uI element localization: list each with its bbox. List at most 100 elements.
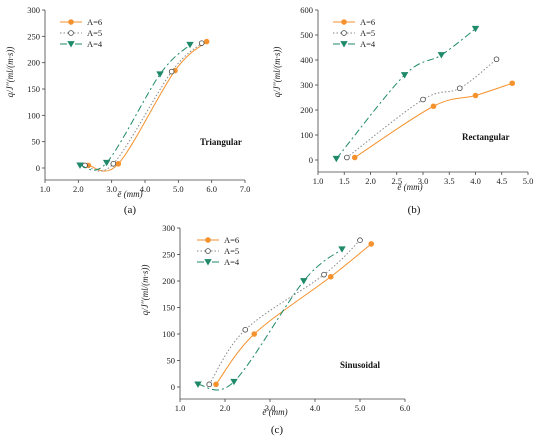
legend-label: A=4 <box>360 39 376 49</box>
data-point <box>242 326 249 333</box>
data-point <box>472 92 479 99</box>
series-A=5 <box>344 56 500 161</box>
x-tick-label: 2.0 <box>73 184 84 194</box>
y-tick-label: 50 <box>167 356 176 366</box>
data-point <box>251 331 258 337</box>
x-axis-label: ē (mm) <box>397 182 422 192</box>
data-point <box>321 271 327 278</box>
data-point <box>456 85 463 92</box>
data-point <box>368 241 375 247</box>
data-point <box>332 155 341 163</box>
legend-marker <box>341 19 347 25</box>
data-point <box>206 381 213 388</box>
x-tick-label: 4.0 <box>470 176 481 186</box>
legend-label: A=5 <box>224 246 239 256</box>
legend: A=6A=5A=4 <box>333 17 376 49</box>
panel-label: (a) <box>124 204 137 216</box>
series-A=6 <box>351 80 516 161</box>
y-axis-label: q/J′′(ml/(m·s)) <box>272 47 282 98</box>
legend-marker <box>340 41 348 48</box>
x-tick-label: 1.0 <box>175 403 186 413</box>
legend-label: A=6 <box>224 235 239 245</box>
data-point <box>300 278 308 285</box>
data-point <box>156 71 164 78</box>
data-point <box>203 38 210 45</box>
y-tick-label: 0 <box>171 382 175 392</box>
y-tick-label: 400 <box>300 55 313 65</box>
series-A=4 <box>76 41 194 171</box>
series-A=6 <box>85 38 210 172</box>
x-tick-label: 6.0 <box>206 184 217 194</box>
series-A=5 <box>206 237 363 388</box>
data-point <box>198 40 205 46</box>
data-point <box>102 159 111 167</box>
data-point <box>357 237 363 243</box>
data-point <box>327 273 334 280</box>
x-tick-label: 1.5 <box>339 176 350 186</box>
x-tick-label: 4.5 <box>496 176 507 186</box>
y-tick-label: 100 <box>27 110 40 120</box>
x-tick-label: 5.0 <box>355 403 366 413</box>
data-point <box>230 378 238 386</box>
legend-label: A=6 <box>87 17 102 27</box>
x-tick-label: 1.0 <box>40 184 51 194</box>
y-tick-label: 300 <box>162 223 175 233</box>
legend-label: A=5 <box>360 28 375 38</box>
data-point <box>420 96 426 103</box>
shape-label: Sinusoidal <box>340 360 381 370</box>
legend: A=6A=5A=4 <box>60 17 103 49</box>
x-tick-label: 4.0 <box>140 184 151 194</box>
y-tick-label: 150 <box>27 84 40 94</box>
series-A=6 <box>213 241 375 388</box>
data-point <box>430 103 437 110</box>
x-tick-label: 2.0 <box>220 403 231 413</box>
y-axis-label: q/J′′(ml/(m·s)) <box>140 265 150 316</box>
x-tick-label: 1.0 <box>313 176 324 186</box>
series-line <box>346 58 497 158</box>
data-point <box>110 160 117 167</box>
data-point <box>351 154 358 161</box>
y-tick-label: 200 <box>300 105 313 115</box>
x-tick-label: 5.0 <box>173 184 184 194</box>
x-axis-label: ē (mm) <box>117 189 142 199</box>
x-axis-label: ē (mm) <box>262 407 287 417</box>
legend-label: A=6 <box>360 17 375 27</box>
series-line <box>84 42 203 172</box>
legend-marker <box>205 248 211 254</box>
data-point <box>115 160 122 167</box>
y-tick-label: 500 <box>300 30 313 40</box>
panel-label: (b) <box>408 204 421 216</box>
chart-panel-1: 0 50 100 150 200 250 300 1.0 2.0 3.0 4.0 5.0 6.0 7.0 q… <box>5 5 250 216</box>
data-point <box>509 80 516 87</box>
data-point <box>493 56 500 63</box>
series-A=4 <box>194 246 346 391</box>
data-point <box>76 162 84 169</box>
chart-panel-2: 0 100 200 300 400 500 600 1.0 1.5 2.0 2.5 3.0 3.5 4.0… <box>272 5 533 216</box>
series-line <box>88 41 208 172</box>
y-tick-label: 250 <box>162 250 175 260</box>
legend-marker <box>67 41 75 48</box>
legend-marker <box>204 259 212 266</box>
x-tick-label: 3.0 <box>265 403 276 413</box>
data-point <box>400 72 409 79</box>
series-line <box>335 28 476 160</box>
x-tick-label: 6.0 <box>400 403 411 413</box>
x-tick-label: 2.0 <box>365 176 376 186</box>
y-tick-label: 600 <box>300 5 313 15</box>
x-tick-label: 5.0 <box>523 176 534 186</box>
x-tick-label: 2.5 <box>391 176 402 186</box>
panel-label: (c) <box>271 424 284 436</box>
shape-label: Triangular <box>200 137 242 147</box>
chart-panel-3: 0 50 100 150 200 250 300 1.0 2.0 3.0 4.0 5.0 6.0 q/J′… <box>140 223 410 436</box>
x-tick-label: 4.0 <box>310 403 321 413</box>
series-line <box>208 239 361 385</box>
y-tick-label: 100 <box>162 329 175 339</box>
y-tick-label: 300 <box>27 5 40 15</box>
series-line <box>215 243 372 385</box>
shape-label: Rectangular <box>462 132 510 142</box>
data-point <box>338 246 346 253</box>
data-point <box>344 154 350 161</box>
data-point <box>213 381 219 388</box>
y-axis-label: q/J′′(ml/(m·s)) <box>5 47 15 98</box>
